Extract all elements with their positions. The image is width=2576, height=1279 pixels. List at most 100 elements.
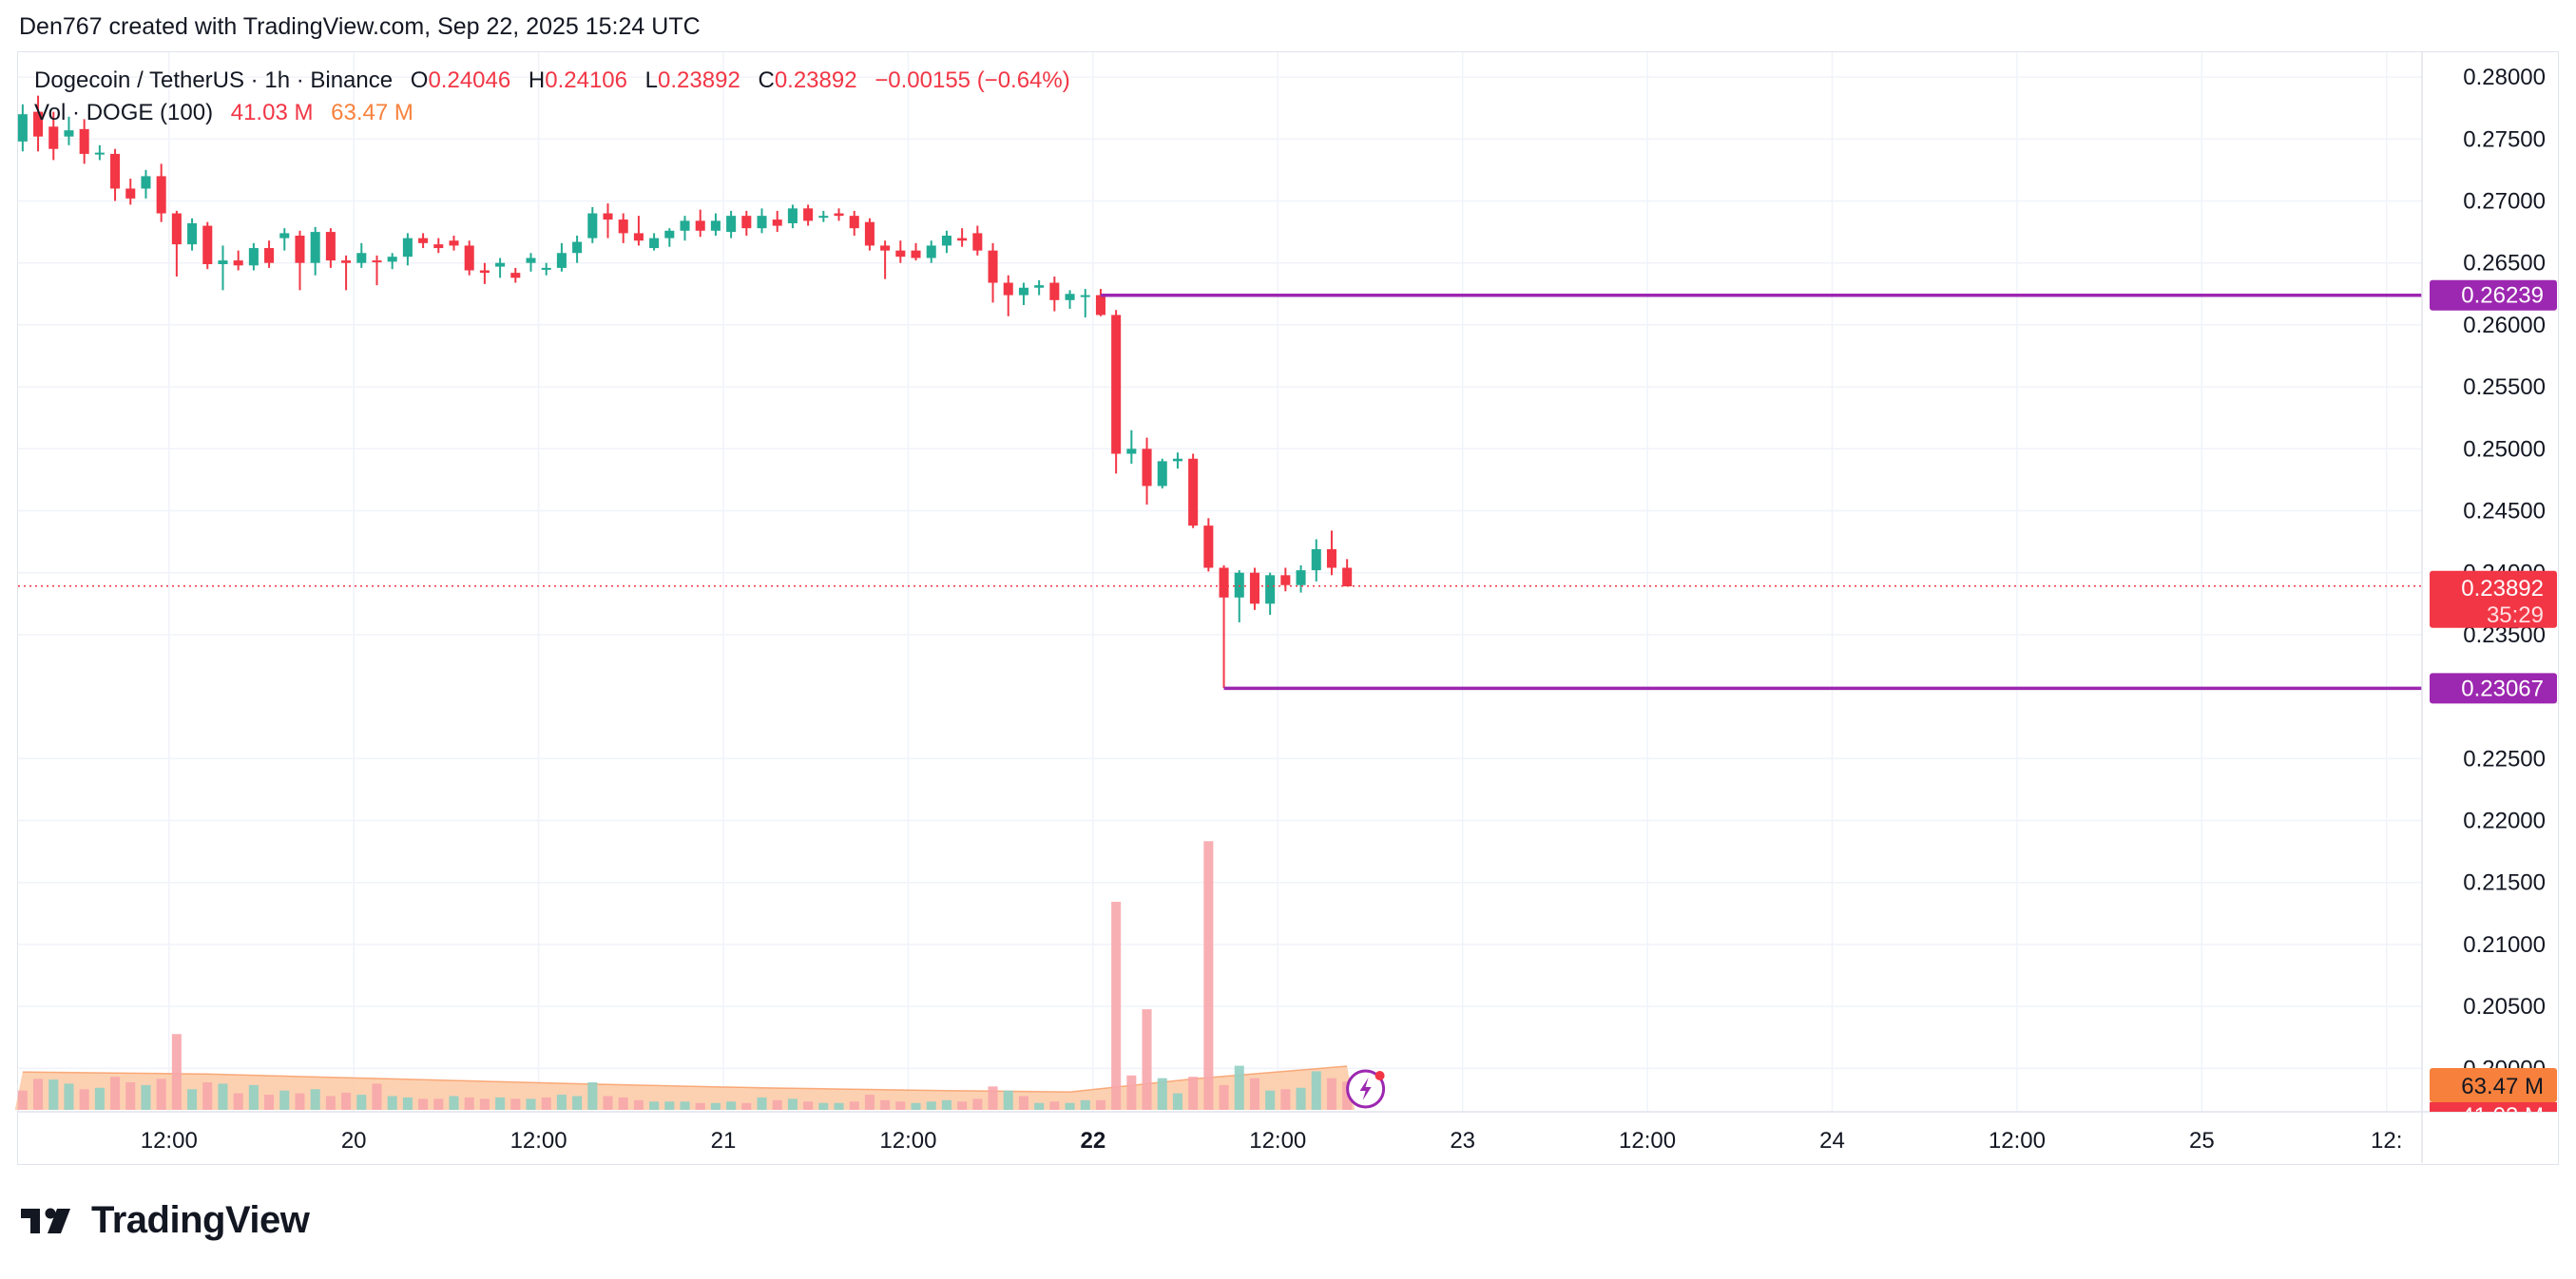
volume-bar — [556, 1095, 567, 1110]
time-axis-label: 22 — [1080, 1128, 1105, 1154]
candle-body — [94, 152, 105, 155]
candle-body — [248, 248, 259, 266]
volume-bar — [988, 1086, 998, 1110]
price-axis-label: 0.25500 — [2463, 374, 2546, 400]
volume-bar — [618, 1097, 628, 1110]
candle-body — [680, 220, 690, 231]
candle-body — [264, 248, 275, 263]
candle-body — [710, 220, 721, 231]
candle-body — [1126, 449, 1137, 454]
volume-bar — [495, 1097, 506, 1110]
candle-body — [1172, 458, 1182, 462]
legend-volume-label[interactable]: Vol · DOGE (100) — [34, 100, 214, 125]
volume-bar — [141, 1084, 151, 1110]
chart-legend: Dogecoin / TetherUS · 1h · Binance O0.24… — [34, 65, 1070, 129]
candle-body — [1311, 548, 1321, 571]
volume-bar — [587, 1082, 598, 1110]
volume-bar — [1095, 1099, 1105, 1110]
volume-bar — [695, 1102, 705, 1110]
candle-body — [279, 233, 290, 239]
volume-bar — [541, 1097, 551, 1110]
volume-bar — [310, 1089, 320, 1110]
candle-body — [1265, 575, 1276, 604]
volume-bar — [1342, 1081, 1353, 1110]
volume-bar — [803, 1101, 814, 1110]
volume-bar — [911, 1102, 921, 1110]
volume-bar — [772, 1099, 782, 1110]
candle-body — [572, 241, 583, 254]
volume-bar — [741, 1102, 752, 1110]
candle-body — [1249, 572, 1259, 604]
candle-body — [1342, 567, 1353, 587]
volume-bar — [649, 1101, 660, 1110]
candle-body — [187, 222, 198, 245]
volume-bar — [818, 1102, 829, 1110]
candle-body — [911, 250, 921, 258]
legend-close-value: 0.23892 — [774, 67, 857, 93]
candle-body — [341, 260, 352, 263]
time-axis-label: 12: — [2371, 1128, 2402, 1154]
time-axis-label: 12:00 — [1249, 1128, 1306, 1154]
volume-bar — [757, 1097, 767, 1110]
volume-bar — [1326, 1078, 1336, 1110]
volume-bar — [510, 1098, 521, 1110]
price-axis-label: 0.26000 — [2463, 313, 2546, 338]
volume-bar — [33, 1079, 44, 1110]
volume-bar — [125, 1082, 136, 1110]
price-axis-label: 0.27500 — [2463, 126, 2546, 152]
price-axis-badge-label: 0.23067 — [2461, 676, 2544, 701]
candle-body — [79, 128, 89, 154]
volume-bar — [603, 1096, 613, 1110]
volume-bar — [449, 1096, 459, 1110]
volume-badge-label: 41.03 M — [2461, 1103, 2544, 1129]
candle-body — [664, 230, 675, 239]
candle-body — [402, 238, 413, 258]
candle-layer — [17, 95, 1353, 688]
candle-body — [449, 240, 459, 246]
volume-bar — [1049, 1101, 1060, 1110]
candle-body — [772, 220, 782, 226]
candle-body — [33, 111, 44, 137]
candle-body — [1003, 282, 1013, 296]
volume-bar — [787, 1098, 798, 1110]
volume-bar — [341, 1092, 352, 1110]
volume-bar — [1080, 1099, 1090, 1110]
candle-body — [726, 216, 737, 233]
volume-bar — [1018, 1096, 1028, 1110]
candle-body — [895, 250, 906, 258]
time-axis-label: 20 — [341, 1128, 367, 1154]
volume-bar — [48, 1079, 59, 1110]
volume-bar — [680, 1101, 690, 1110]
volume-bar — [1188, 1077, 1199, 1110]
footer-brand[interactable]: TradingView — [21, 1199, 310, 1242]
candlestick-chart[interactable]: 0.28000 0.27500 0.27000 0.26500 0.26000 0.255… — [0, 0, 2576, 1178]
candle-body — [957, 238, 968, 241]
volume-bar — [834, 1102, 844, 1110]
volume-bar — [1311, 1071, 1321, 1110]
time-axis-label: 23 — [1450, 1128, 1475, 1154]
price-axis-label: 0.27000 — [2463, 188, 2546, 214]
candle-body — [218, 260, 228, 264]
candle-body — [64, 130, 74, 137]
candle-body — [1326, 548, 1336, 568]
candle-body — [1095, 295, 1105, 315]
price-axis-badge — [2430, 279, 2557, 311]
candle-body — [618, 220, 628, 234]
candle-body — [649, 238, 660, 249]
candle-body — [818, 216, 829, 219]
volume-bar — [1034, 1102, 1045, 1110]
price-axis-label: 0.22000 — [2463, 809, 2546, 834]
price-axis-badge — [2430, 570, 2557, 628]
candle-body — [603, 213, 613, 220]
legend-change-value: −0.00155 (−0.64%) — [875, 67, 1070, 93]
candle-body — [864, 221, 875, 246]
time-axis-label: 24 — [1819, 1128, 1845, 1154]
candle-body — [741, 216, 752, 229]
candle-body — [803, 208, 814, 221]
legend-symbol[interactable]: Dogecoin / TetherUS · 1h · Binance — [34, 67, 394, 93]
price-axis-label: 0.25000 — [2463, 436, 2546, 462]
candle-body — [141, 176, 151, 189]
chart-frame[interactable] — [17, 51, 2559, 1165]
time-axis-label: 25 — [2189, 1128, 2215, 1154]
volume-bar — [710, 1102, 721, 1110]
